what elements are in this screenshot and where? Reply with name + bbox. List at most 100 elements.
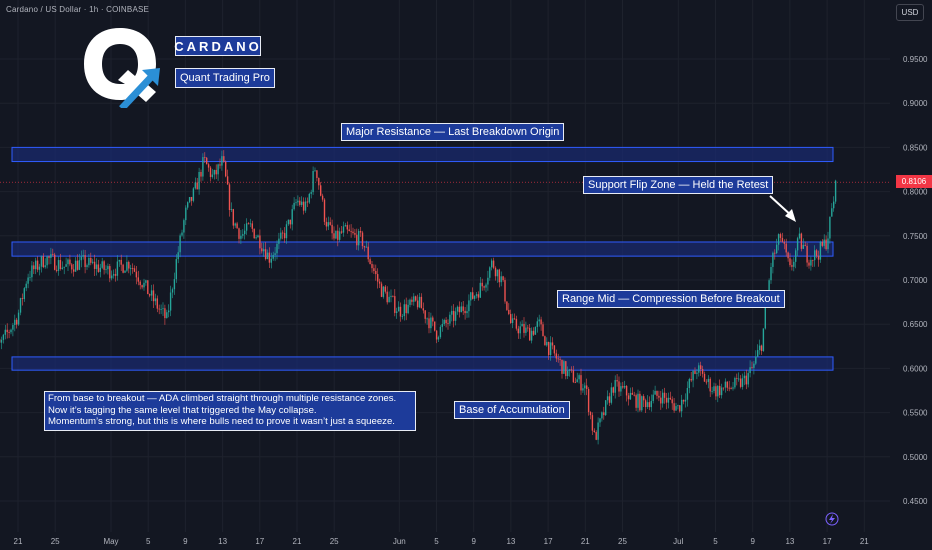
candle-body	[525, 327, 527, 333]
candle-body	[295, 202, 297, 204]
candle-body	[120, 259, 122, 265]
candle-body	[175, 259, 177, 280]
candle-body	[587, 388, 590, 413]
candle-body	[605, 400, 607, 416]
candle-body	[198, 171, 200, 190]
candle-body	[692, 370, 694, 381]
candle-body	[747, 373, 749, 385]
candle-body	[202, 157, 204, 177]
candle-body	[724, 381, 727, 388]
candle-body	[511, 318, 514, 324]
candle-body	[259, 235, 261, 249]
candle-body	[749, 367, 751, 374]
candle-body	[230, 209, 233, 211]
candle-body	[454, 311, 457, 321]
candle-body	[257, 235, 259, 238]
candle-body	[403, 304, 405, 317]
candle-body	[325, 221, 328, 227]
candle-body	[758, 345, 761, 351]
candle-body	[662, 392, 664, 404]
candle-body	[646, 402, 649, 408]
candle-body	[527, 327, 529, 329]
candle-body	[247, 223, 250, 225]
candle-body	[614, 380, 616, 393]
candle-body	[741, 378, 744, 387]
candle-body	[597, 422, 599, 440]
y-tick-label: 0.8500	[903, 143, 928, 152]
candle-body	[586, 385, 588, 389]
candle-body	[340, 231, 343, 233]
candle-body	[274, 253, 276, 255]
candle-body	[276, 243, 278, 254]
candle-body	[593, 430, 595, 432]
candle-body	[141, 285, 143, 288]
candle-body	[485, 284, 487, 288]
candle-body	[549, 342, 552, 356]
candle-body	[468, 300, 470, 312]
candle-body	[506, 301, 508, 310]
candle-body	[164, 308, 166, 319]
candle-body	[755, 356, 757, 364]
candle-body	[757, 350, 759, 357]
candle-body	[578, 375, 580, 380]
candle-body	[523, 323, 525, 333]
candle-body	[4, 329, 6, 335]
candle-body	[135, 271, 138, 278]
candle-body	[171, 289, 174, 293]
candle-body	[82, 255, 84, 257]
candle-body	[390, 295, 392, 297]
x-tick-label: 21	[581, 537, 590, 546]
candle-body	[213, 169, 215, 175]
candle-body	[413, 296, 415, 302]
x-tick-label: 9	[471, 537, 476, 546]
candle-body	[337, 230, 339, 240]
candle-body	[185, 207, 187, 221]
candle-body	[162, 308, 164, 310]
candle-body	[580, 375, 582, 391]
candle-body	[179, 235, 181, 253]
candle-body	[156, 298, 158, 309]
candle-body	[103, 261, 105, 270]
candle-body	[329, 222, 331, 225]
candle-body	[426, 318, 428, 320]
candle-body	[312, 171, 314, 193]
candle-body	[565, 361, 567, 377]
candle-body	[589, 412, 592, 416]
candle-body	[610, 387, 613, 403]
candle-body	[736, 378, 738, 379]
support-flip-label: Support Flip Zone — Held the Retest	[583, 176, 774, 194]
candle-body	[44, 265, 46, 268]
candle-body	[154, 298, 157, 302]
candle-body	[380, 283, 383, 297]
candle-body	[738, 378, 740, 380]
candle-body	[363, 246, 366, 248]
candle-body	[643, 396, 645, 401]
x-tick-label: 21	[14, 537, 23, 546]
candle-body	[559, 359, 561, 361]
candle-body	[327, 222, 329, 227]
candle-body	[356, 234, 358, 246]
candle-body	[679, 405, 681, 412]
candle-body	[498, 269, 500, 283]
candle-body	[321, 195, 324, 200]
candle-body	[572, 370, 575, 383]
candle-body	[681, 399, 683, 412]
candle-body	[80, 256, 82, 261]
candle-body	[50, 254, 52, 258]
candle-body	[86, 265, 88, 267]
candle-body	[375, 271, 377, 275]
candle-body	[563, 361, 565, 374]
candle-body	[696, 372, 698, 374]
candle-body	[481, 282, 483, 287]
x-tick-label: 9	[750, 537, 755, 546]
candle-body	[510, 314, 512, 324]
candle-body	[574, 382, 576, 384]
candle-body	[517, 328, 519, 334]
candle-body	[673, 403, 675, 411]
candle-body	[145, 280, 147, 283]
currency-button[interactable]: USD	[896, 4, 924, 21]
candle-body	[719, 385, 721, 396]
candle-body	[401, 316, 404, 317]
candle-body	[774, 252, 776, 254]
analysis-note: From base to breakout — ADA climbed stra…	[44, 391, 416, 431]
